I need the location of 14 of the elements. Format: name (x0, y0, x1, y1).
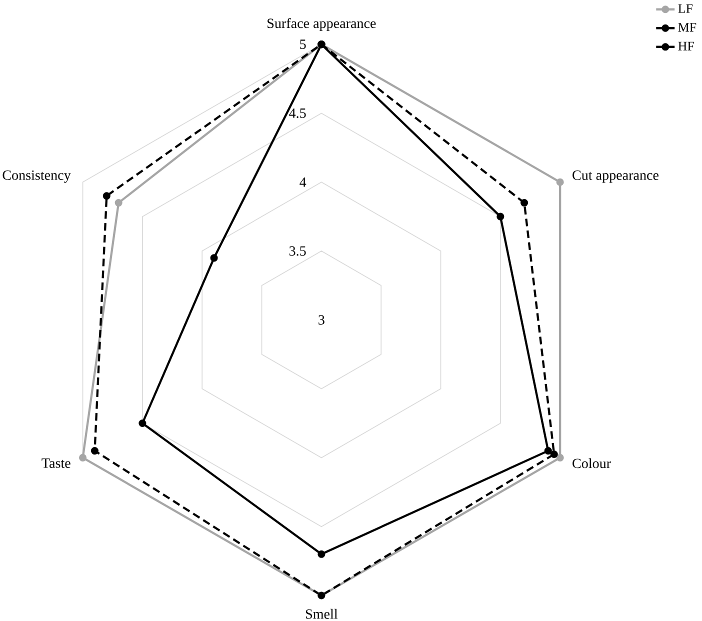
legend-label: LF (678, 4, 693, 13)
spoke-label: Colour (572, 458, 611, 468)
spoke-label: Smell (306, 608, 338, 619)
y-tick-label: 5 (300, 40, 306, 50)
y-tick-label: 4.5 (289, 108, 306, 118)
spoke-label: Consistency (2, 170, 71, 183)
y-tick-label: 3.5 (289, 246, 306, 256)
spoke-label: Taste (42, 458, 70, 468)
legend-label: MF (678, 23, 696, 32)
legend-label: HF (678, 42, 694, 50)
spoke-label: Cut appearance (572, 170, 659, 183)
y-tick-label: 3 (318, 315, 324, 325)
spoke-label: Surface appearance (268, 18, 376, 31)
y-tick-label: 4 (300, 178, 306, 187)
